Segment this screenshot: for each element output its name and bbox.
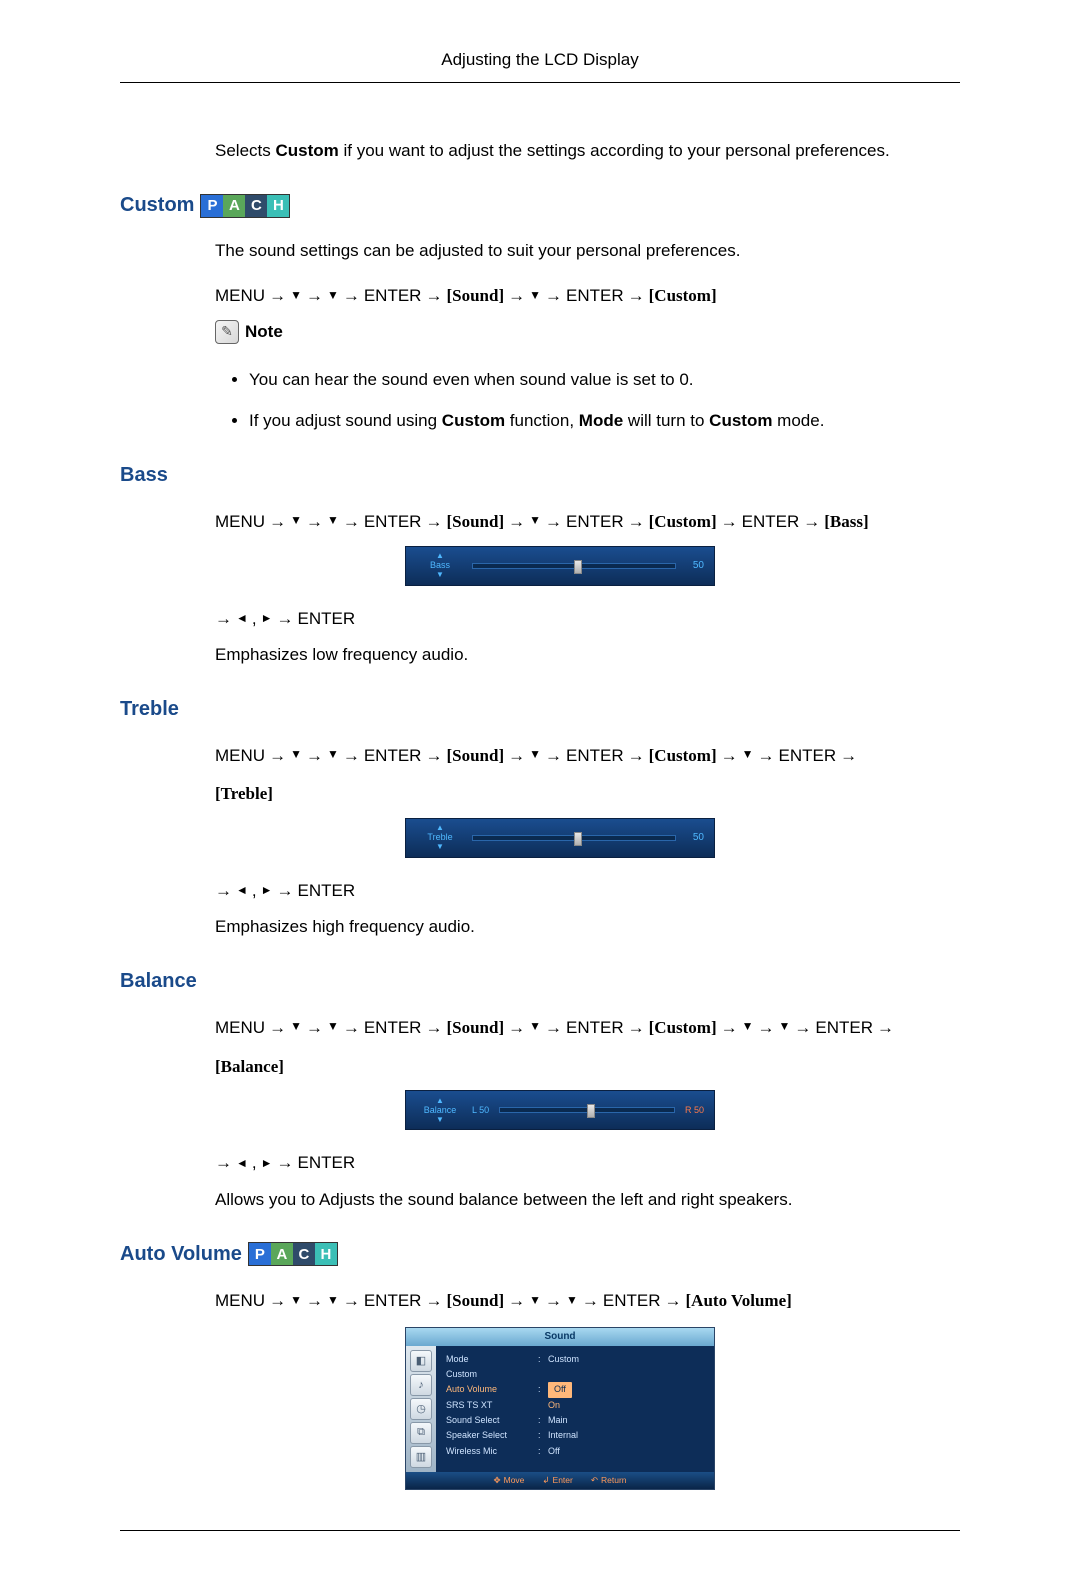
bass-slider-track[interactable] bbox=[472, 563, 676, 569]
bass-slider-osd: ▲ Bass ▼ 50 bbox=[405, 546, 715, 586]
section-bass-title: Bass bbox=[120, 464, 960, 487]
nav-enter: ENTER bbox=[364, 281, 422, 312]
badge-a-icon: A bbox=[223, 195, 245, 217]
section-custom-title: Custom P A C H bbox=[120, 194, 960, 218]
intro-block: Selects Custom if you want to adjust the… bbox=[215, 138, 960, 164]
custom-nav: MENU →▼ →▼ →ENTER →[Sound] →▼ →ENTER →[C… bbox=[215, 281, 960, 312]
bass-slider-thumb[interactable] bbox=[574, 560, 582, 574]
bass-desc: Emphasizes low frequency audio. bbox=[215, 642, 960, 668]
osd-title: Sound bbox=[406, 1328, 714, 1346]
osd-footer-return: ↶Return bbox=[591, 1475, 627, 1486]
picture-icon[interactable]: ◧ bbox=[410, 1350, 432, 1372]
down-arrow-icon: ▼ bbox=[436, 1116, 444, 1124]
custom-notes-list: You can hear the sound even when sound v… bbox=[249, 366, 960, 434]
intro-paragraph: Selects Custom if you want to adjust the… bbox=[215, 138, 960, 164]
nav-enter2: ENTER bbox=[566, 281, 624, 312]
osd-row-custom[interactable]: Custom bbox=[446, 1367, 706, 1382]
bass-nav2: →◄, ► →ENTER bbox=[215, 604, 960, 635]
sound-icon[interactable]: ♪ bbox=[410, 1374, 432, 1396]
treble-slider-osd: ▲ Treble ▼ 50 bbox=[405, 818, 715, 858]
osd-autovol-on-option[interactable]: On bbox=[548, 1398, 560, 1413]
page-header: Adjusting the LCD Display bbox=[120, 50, 960, 83]
balance-right-value: R 50 bbox=[685, 1105, 704, 1115]
balance-slider-track[interactable] bbox=[499, 1107, 675, 1113]
bass-nav: MENU →▼ →▼ →ENTER →[Sound] →▼ →ENTER →[C… bbox=[215, 507, 960, 538]
balance-nav2: →◄, ► →ENTER bbox=[215, 1148, 960, 1179]
balance-desc: Allows you to Adjusts the sound balance … bbox=[215, 1187, 960, 1213]
treble-heading: Treble bbox=[120, 698, 179, 721]
pach-badges: P A C H bbox=[248, 1242, 338, 1266]
multi-icon[interactable]: ▥ bbox=[410, 1446, 432, 1468]
autovol-heading: Auto Volume bbox=[120, 1243, 242, 1266]
note-item-1: You can hear the sound even when sound v… bbox=[249, 366, 960, 393]
page-footer-rule bbox=[120, 1530, 960, 1531]
page-title: Adjusting the LCD Display bbox=[441, 50, 638, 69]
up-arrow-icon: ▲ bbox=[436, 1097, 444, 1105]
input-icon[interactable]: ⧉ bbox=[410, 1422, 432, 1444]
up-arrow-icon: ▲ bbox=[436, 824, 444, 832]
sound-osd-menu: Sound ◧ ♪ ◷ ⧉ ▥ Mode : Custom Custom Au bbox=[405, 1327, 715, 1490]
balance-left-value: L 50 bbox=[472, 1105, 489, 1115]
osd-sidebar: ◧ ♪ ◷ ⧉ ▥ bbox=[406, 1346, 436, 1472]
balance-heading: Balance bbox=[120, 970, 197, 993]
custom-desc: The sound settings can be adjusted to su… bbox=[215, 238, 960, 264]
custom-heading: Custom bbox=[120, 194, 194, 217]
badge-c-icon: C bbox=[245, 195, 267, 217]
balance-nav: MENU →▼ →▼ →ENTER →[Sound] →▼ →ENTER →[C… bbox=[215, 1013, 960, 1044]
section-treble-title: Treble bbox=[120, 698, 960, 721]
badge-h-icon: H bbox=[315, 1243, 337, 1265]
treble-nav-line2: [Treble] bbox=[215, 779, 960, 810]
badge-h-icon: H bbox=[267, 195, 289, 217]
badge-p-icon: P bbox=[249, 1243, 271, 1265]
intro-post: if you want to adjust the settings accor… bbox=[339, 141, 890, 160]
note-row: ✎ Note bbox=[215, 320, 960, 344]
bass-heading: Bass bbox=[120, 464, 168, 487]
setup-icon[interactable]: ◷ bbox=[410, 1398, 432, 1420]
pach-badges: P A C H bbox=[200, 194, 290, 218]
osd-row-wirelessmic[interactable]: Wireless Mic : Off bbox=[446, 1444, 706, 1459]
treble-slider-thumb[interactable] bbox=[574, 832, 582, 846]
section-balance-title: Balance bbox=[120, 970, 960, 993]
osd-row-mode[interactable]: Mode : Custom bbox=[446, 1352, 706, 1367]
osd-row-soundselect[interactable]: Sound Select : Main bbox=[446, 1413, 706, 1428]
section-autovol-title: Auto Volume P A C H bbox=[120, 1242, 960, 1266]
badge-a-icon: A bbox=[271, 1243, 293, 1265]
nav-sound: [Sound] bbox=[446, 281, 504, 312]
balance-slider-osd: ▲ Balance ▼ L 50 R 50 bbox=[405, 1090, 715, 1130]
intro-pre: Selects bbox=[215, 141, 275, 160]
osd-footer: ✥Move ↲Enter ↶Return bbox=[406, 1472, 714, 1489]
treble-nav2: →◄, ► →ENTER bbox=[215, 876, 960, 907]
osd-footer-enter: ↲Enter bbox=[542, 1475, 572, 1486]
osd-row-autovol[interactable]: Auto Volume : Off bbox=[446, 1382, 706, 1397]
treble-desc: Emphasizes high frequency audio. bbox=[215, 914, 960, 940]
nav-custom: [Custom] bbox=[649, 281, 717, 312]
treble-slider-value: 50 bbox=[684, 832, 704, 843]
osd-row-srs[interactable]: SRS TS XT On bbox=[446, 1398, 706, 1413]
bass-slider-value: 50 bbox=[684, 560, 704, 571]
osd-main: Mode : Custom Custom Auto Volume : Off S… bbox=[436, 1346, 714, 1472]
note-item-2: If you adjust sound using Custom functio… bbox=[249, 407, 960, 434]
balance-slider-label: Balance bbox=[424, 1105, 457, 1116]
note-label: Note bbox=[245, 322, 283, 342]
balance-nav-line2: [Balance] bbox=[215, 1052, 960, 1083]
balance-slider-thumb[interactable] bbox=[587, 1104, 595, 1118]
osd-footer-move: ✥Move bbox=[493, 1475, 524, 1486]
autovol-nav: MENU →▼ →▼ →ENTER →[Sound] →▼ →▼ →ENTER … bbox=[215, 1286, 960, 1317]
note-icon: ✎ bbox=[215, 320, 239, 344]
down-arrow-icon: ▼ bbox=[436, 571, 444, 579]
treble-slider-track[interactable] bbox=[472, 835, 676, 841]
osd-autovol-off-option[interactable]: Off bbox=[548, 1382, 572, 1397]
up-arrow-icon: ▲ bbox=[436, 552, 444, 560]
intro-bold: Custom bbox=[275, 141, 338, 160]
nav-menu: MENU bbox=[215, 281, 265, 312]
badge-p-icon: P bbox=[201, 195, 223, 217]
badge-c-icon: C bbox=[293, 1243, 315, 1265]
treble-nav: MENU →▼ →▼ →ENTER →[Sound] →▼ →ENTER →[C… bbox=[215, 741, 960, 772]
down-arrow-icon: ▼ bbox=[436, 843, 444, 851]
osd-row-speakerselect[interactable]: Speaker Select : Internal bbox=[446, 1428, 706, 1443]
